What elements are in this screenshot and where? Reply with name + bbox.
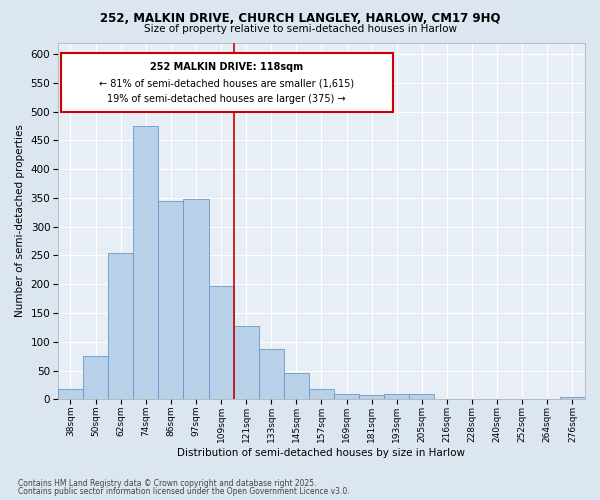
Bar (209, 286, 233, 400)
Text: Size of property relative to semi-detached houses in Harlow: Size of property relative to semi-detach… (143, 24, 457, 34)
Bar (259, 348, 284, 400)
X-axis label: Distribution of semi-detached houses by size in Harlow: Distribution of semi-detached houses by … (178, 448, 466, 458)
Bar (83, 356, 108, 400)
FancyBboxPatch shape (61, 53, 392, 112)
Bar (309, 389, 334, 400)
Bar (133, 126, 158, 400)
Bar (384, 394, 409, 400)
Bar (359, 394, 384, 400)
Bar (560, 397, 585, 400)
Bar (233, 326, 259, 400)
Text: Contains public sector information licensed under the Open Government Licence v3: Contains public sector information licen… (18, 487, 350, 496)
Bar (409, 394, 434, 400)
Y-axis label: Number of semi-detached properties: Number of semi-detached properties (15, 124, 25, 318)
Text: 252 MALKIN DRIVE: 118sqm: 252 MALKIN DRIVE: 118sqm (150, 62, 303, 72)
Text: 19% of semi-detached houses are larger (375) →: 19% of semi-detached houses are larger (… (107, 94, 346, 104)
Text: ← 81% of semi-detached houses are smaller (1,615): ← 81% of semi-detached houses are smalle… (99, 79, 354, 89)
Bar (334, 394, 359, 400)
Bar (284, 373, 309, 400)
Text: Contains HM Land Registry data © Crown copyright and database right 2025.: Contains HM Land Registry data © Crown c… (18, 478, 317, 488)
Bar (184, 199, 209, 400)
Bar (158, 201, 184, 400)
Bar (58, 389, 83, 400)
Text: 252, MALKIN DRIVE, CHURCH LANGLEY, HARLOW, CM17 9HQ: 252, MALKIN DRIVE, CHURCH LANGLEY, HARLO… (100, 12, 500, 26)
Bar (108, 252, 133, 400)
